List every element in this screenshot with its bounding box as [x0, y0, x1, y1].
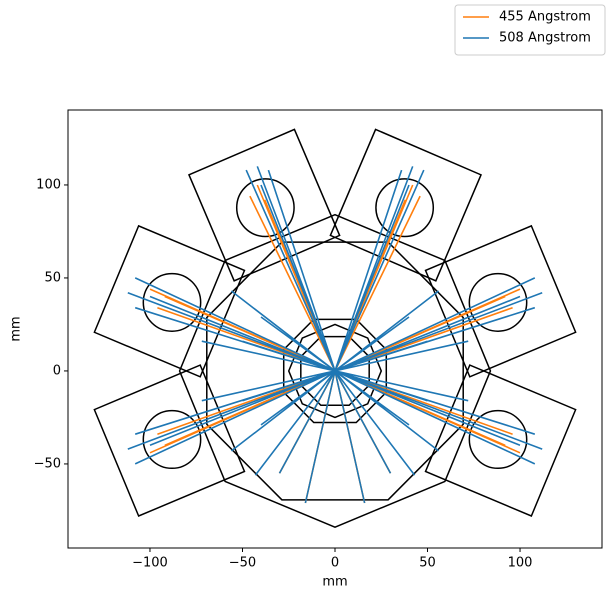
- y-tick-label: −50: [34, 456, 61, 471]
- x-axis-label: mm: [322, 575, 347, 590]
- legend-label: 455 Angstrom: [499, 10, 591, 25]
- instrument-layout: [93, 128, 577, 528]
- x-tick-label: 50: [419, 556, 436, 571]
- y-axis-label: mm: [9, 316, 24, 341]
- housing-inner: [206, 241, 464, 501]
- x-tick-label: 0: [331, 556, 339, 571]
- detector-box: [424, 224, 577, 378]
- x-tick-label: 100: [508, 556, 533, 571]
- detector-box: [93, 224, 246, 378]
- rays: [127, 166, 543, 504]
- detector-circle: [468, 272, 528, 332]
- y-tick-label: 0: [53, 363, 61, 378]
- ray-series: [149, 184, 521, 504]
- ray-series: [127, 166, 543, 504]
- detector-box: [424, 364, 577, 517]
- detector-box: [329, 128, 483, 282]
- legend: 455 Angstrom 508 Angstrom: [454, 4, 606, 56]
- y-tick-label: 100: [36, 177, 61, 192]
- detector-circle: [375, 178, 435, 238]
- legend-box: [454, 4, 606, 56]
- housing-outer: [178, 213, 492, 528]
- y-tick-label: 50: [44, 270, 61, 285]
- plot-frame: [67, 109, 603, 549]
- detector-circle: [468, 409, 528, 470]
- detector-circle: [235, 178, 295, 238]
- grating-inner: [287, 323, 383, 419]
- detector-circle: [142, 272, 202, 332]
- x-tick-label: −100: [132, 556, 168, 571]
- detector-circle: [142, 409, 202, 470]
- legend-label: 508 Angstrom: [499, 31, 591, 46]
- x-tick-label: −50: [229, 556, 256, 571]
- detector-box: [187, 128, 341, 282]
- detector-box: [93, 364, 246, 517]
